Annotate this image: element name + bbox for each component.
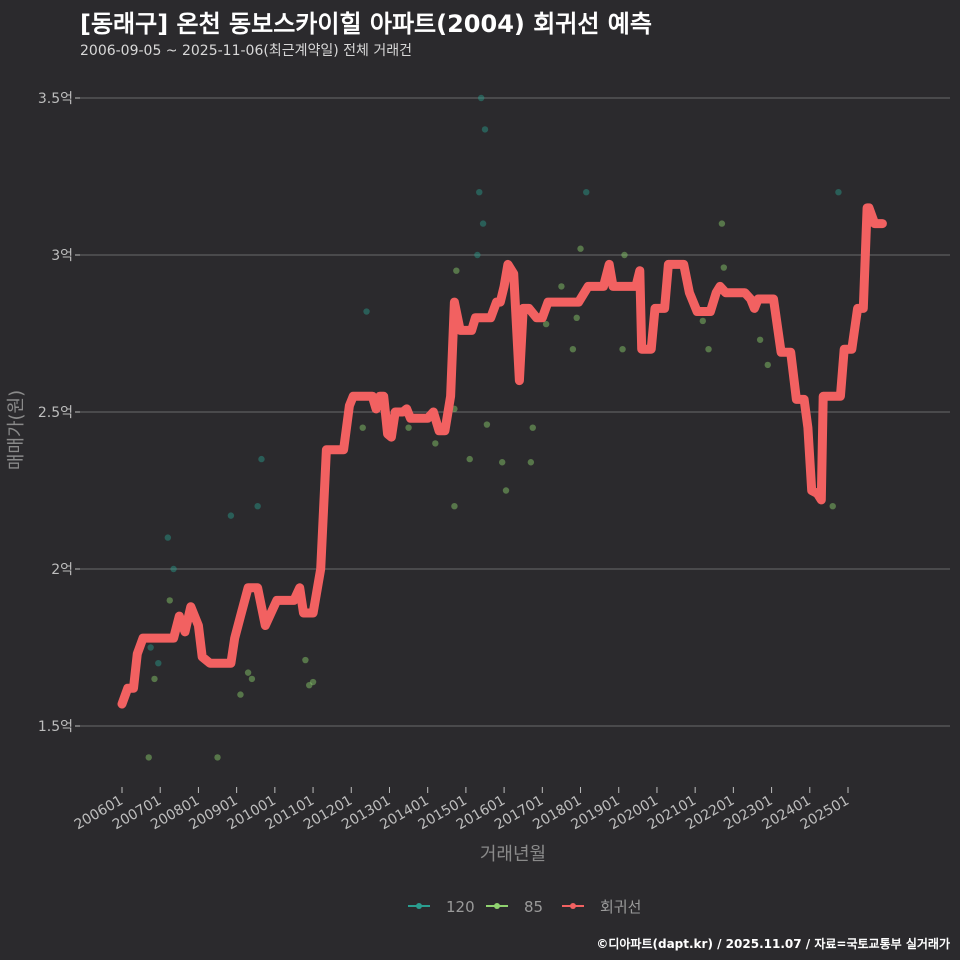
point-120 — [474, 251, 481, 259]
point-120 — [254, 503, 261, 510]
point-85 — [483, 421, 491, 428]
point-85 — [166, 597, 173, 604]
legend-key-point — [570, 903, 576, 909]
regression-line — [117, 203, 887, 709]
point-85 — [577, 245, 584, 252]
point-85 — [619, 346, 626, 353]
legend-label: 120 — [446, 898, 475, 916]
legend: 120 85 회귀선 — [408, 898, 641, 916]
point-85 — [699, 317, 706, 325]
point-85 — [502, 487, 510, 494]
y-tick-label: 2억 — [51, 562, 73, 578]
point-120 — [164, 534, 172, 541]
point-85 — [151, 675, 158, 683]
point-85 — [720, 264, 728, 271]
legend-item: 회귀선 — [562, 898, 641, 916]
point-85 — [237, 691, 244, 698]
point-85 — [829, 503, 836, 510]
legend-label: 회귀선 — [600, 898, 641, 916]
point-120 — [258, 455, 265, 463]
y-tick-label: 3억 — [51, 248, 73, 264]
point-85 — [466, 455, 473, 463]
regression-line-layer — [117, 203, 887, 709]
point-120 — [155, 660, 162, 667]
source-credit: ©디아파트(dapt.kr) / 2025.11.07 / 자료=국토교통부 실… — [596, 937, 950, 951]
point-85 — [542, 320, 550, 328]
point-120 — [835, 189, 842, 196]
legend-key-point — [416, 903, 422, 909]
point-120 — [363, 308, 370, 315]
point-85 — [558, 283, 565, 290]
point-85 — [306, 681, 313, 689]
point-120 — [583, 189, 590, 196]
scatter-points — [145, 94, 842, 761]
x-axis-ticks: 2006012007012008012009012010012011012012… — [72, 787, 852, 833]
point-85 — [432, 440, 439, 447]
point-85 — [569, 346, 577, 353]
y-tick-label: 1.5억 — [38, 719, 73, 735]
point-85 — [529, 424, 536, 431]
y-tick-label: 2.5억 — [38, 405, 73, 421]
legend-key-point — [494, 903, 500, 909]
point-85 — [214, 754, 221, 761]
legend-label: 85 — [524, 898, 543, 916]
point-85 — [359, 424, 366, 431]
point-120 — [147, 644, 154, 651]
point-85 — [453, 267, 460, 274]
point-85 — [718, 220, 726, 227]
point-120 — [227, 512, 235, 519]
y-axis-ticks: 1.5억 2억 2.5억 3억 3.5억 — [38, 91, 80, 735]
point-85 — [302, 656, 309, 664]
point-85 — [244, 669, 252, 676]
point-120 — [477, 94, 485, 102]
point-85 — [527, 459, 535, 466]
point-120 — [476, 189, 483, 196]
point-85 — [705, 346, 712, 353]
point-85 — [621, 251, 628, 259]
y-axis-title: 매매가(원) — [6, 390, 27, 470]
point-120 — [481, 126, 489, 133]
x-axis-title: 거래년월 — [480, 844, 546, 865]
point-85 — [756, 336, 764, 343]
point-85 — [248, 675, 256, 683]
chart-title: [동래구] 온천 동보스카이힐 아파트(2004) 회귀선 예측 — [80, 10, 652, 38]
point-85 — [498, 459, 506, 466]
point-85 — [764, 361, 771, 369]
point-85 — [451, 503, 458, 510]
y-tick-label: 3.5억 — [38, 91, 73, 107]
point-85 — [405, 424, 412, 431]
legend-item: 120 — [408, 898, 475, 916]
grid-lines — [80, 97, 950, 727]
point-85 — [309, 678, 317, 686]
chart-subtitle: 2006-09-05 ~ 2025-11-06(최근계약일) 전체 거래건 — [80, 43, 412, 59]
point-120 — [170, 565, 177, 573]
point-85 — [573, 314, 580, 321]
legend-item: 85 — [486, 898, 543, 916]
point-85 — [145, 754, 152, 761]
point-120 — [479, 220, 487, 227]
